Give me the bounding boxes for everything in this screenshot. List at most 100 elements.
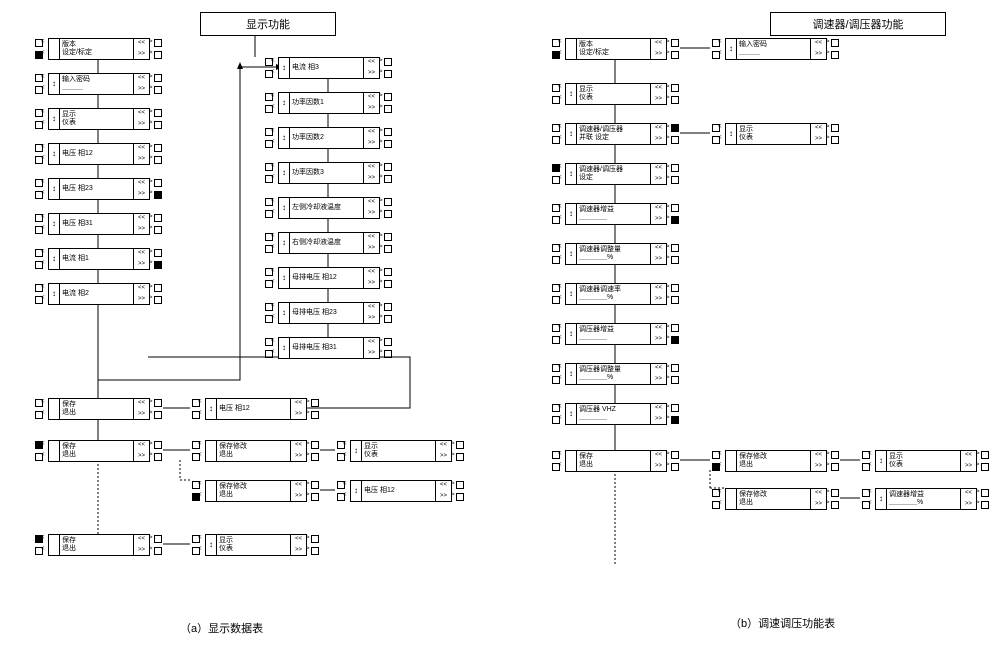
indicator-sym: > xyxy=(379,303,383,309)
indicator-P1r-rt xyxy=(831,39,839,47)
indicator-P9-rt xyxy=(671,364,679,372)
indicator-sym: < xyxy=(41,546,45,552)
indicator-P12a-rt xyxy=(831,489,839,497)
node-arrows: <<>> xyxy=(810,39,826,59)
indicator-sym: > xyxy=(666,295,670,301)
indicator-R2-rt xyxy=(384,93,392,101)
node-B3a: 保存修改退出<<>> xyxy=(205,480,307,502)
updown-icon xyxy=(206,441,217,461)
node-line1: 电压 相23 xyxy=(62,185,131,193)
indicator-sym: < xyxy=(718,50,722,56)
indicator-sym: < xyxy=(558,295,562,301)
node-line2: 退出 xyxy=(739,499,808,507)
node-arrows: <<>> xyxy=(133,74,149,94)
indicator-B1-rb xyxy=(154,411,162,419)
indicator-sym: < xyxy=(558,215,562,221)
indicator-sym: > xyxy=(976,462,980,468)
indicator-sym: < xyxy=(558,284,562,290)
node-line1: 版本 xyxy=(62,41,131,49)
node-P1: 版本设定/标定<<>> xyxy=(565,38,667,60)
node-line2: ＿＿＿＿ xyxy=(579,214,648,222)
node-R9: ↕母排电压 相31<<>> xyxy=(278,337,380,359)
indicator-R1-rt xyxy=(384,58,392,66)
updown-icon: ↕ xyxy=(206,535,217,555)
indicator-B3a-rt xyxy=(311,481,319,489)
indicator-sym: > xyxy=(379,279,383,285)
indicator-sym: > xyxy=(149,225,153,231)
indicator-B4-rb xyxy=(154,547,162,555)
node-P12b: ↕调速器增益＿＿＿＿%<<>> xyxy=(875,488,977,510)
node-line2: ＿＿＿ xyxy=(739,49,808,57)
updown-icon: ↕ xyxy=(279,338,290,358)
indicator-sym: < xyxy=(41,50,45,56)
indicator-sym: < xyxy=(718,135,722,141)
node-line1: 调压器 VHZ xyxy=(579,406,648,414)
indicator-sym: > xyxy=(666,451,670,457)
indicator-sym: > xyxy=(149,410,153,416)
node-line1: 电流 相2 xyxy=(62,290,131,298)
indicator-sym: < xyxy=(41,295,45,301)
indicator-sym: > xyxy=(826,462,830,468)
indicator-sym: < xyxy=(41,284,45,290)
indicator-P6-rb xyxy=(671,256,679,264)
indicator-sym: > xyxy=(666,175,670,181)
node-arrows: <<>> xyxy=(363,163,379,183)
node-arrows: <<>> xyxy=(363,268,379,288)
updown-icon: ↕ xyxy=(566,84,577,104)
node-P1r: ↕输入密码＿＿＿<<>> xyxy=(725,38,827,60)
indicator-sym: < xyxy=(41,225,45,231)
indicator-sym: > xyxy=(149,190,153,196)
updown-icon xyxy=(206,481,217,501)
indicator-sym: > xyxy=(306,535,310,541)
node-P12a: 保存修改退出<<>> xyxy=(725,488,827,510)
indicator-sym: > xyxy=(826,39,830,45)
node-line1: 调速器增益 xyxy=(579,206,648,214)
node-arrows: <<>> xyxy=(650,164,666,184)
indicator-sym: > xyxy=(666,124,670,130)
indicator-sym: > xyxy=(379,58,383,64)
node-arrows: <<>> xyxy=(133,284,149,304)
indicator-P4-rt xyxy=(671,164,679,172)
indicator-B2-rt xyxy=(154,441,162,449)
node-line2: ＿＿＿＿% xyxy=(579,294,648,302)
node-line2: 退出 xyxy=(739,461,808,469)
node-line2: 仪表 xyxy=(739,134,808,142)
updown-icon: ↕ xyxy=(49,74,60,94)
indicator-sym: < xyxy=(718,489,722,495)
node-line1: 母排电压 相31 xyxy=(292,344,361,352)
node-arrows: <<>> xyxy=(810,451,826,471)
updown-icon: ↕ xyxy=(279,58,290,78)
node-arrows: <<>> xyxy=(363,303,379,323)
indicator-L6-rb xyxy=(154,226,162,234)
indicator-sym: < xyxy=(558,364,562,370)
indicator-sym: < xyxy=(558,451,562,457)
indicator-sym: > xyxy=(306,441,310,447)
updown-icon: ↕ xyxy=(49,249,60,269)
indicator-sym: > xyxy=(666,135,670,141)
indicator-sym: < xyxy=(271,244,275,250)
indicator-sym: > xyxy=(379,209,383,215)
indicator-P7-rt xyxy=(671,284,679,292)
indicator-sym: > xyxy=(379,268,383,274)
title-left: 显示功能 xyxy=(200,12,336,36)
indicator-sym: < xyxy=(868,462,872,468)
updown-icon: ↕ xyxy=(566,164,577,184)
node-L3: ↕显示仪表<<>> xyxy=(48,108,150,130)
node-arrows: <<>> xyxy=(290,399,306,419)
node-P2: ↕显示仪表<<>> xyxy=(565,83,667,105)
indicator-sym: < xyxy=(271,104,275,110)
indicator-sym: > xyxy=(149,295,153,301)
indicator-B2b-rb xyxy=(456,453,464,461)
indicator-sym: < xyxy=(558,244,562,250)
indicator-sym: > xyxy=(149,284,153,290)
indicator-sym: < xyxy=(558,415,562,421)
node-B1r: ↕电压 相12<<>> xyxy=(205,398,307,420)
indicator-P1-rt xyxy=(671,39,679,47)
indicator-sym: > xyxy=(149,39,153,45)
indicator-R1-rb xyxy=(384,70,392,78)
indicator-sym: > xyxy=(379,93,383,99)
node-P10: ↕调压器 VHZ＿＿＿＿<<>> xyxy=(565,403,667,425)
node-line1: 调速器/调压器 xyxy=(579,126,648,134)
indicator-sym: < xyxy=(271,128,275,134)
node-B1: 保存退出<<>> xyxy=(48,398,150,420)
